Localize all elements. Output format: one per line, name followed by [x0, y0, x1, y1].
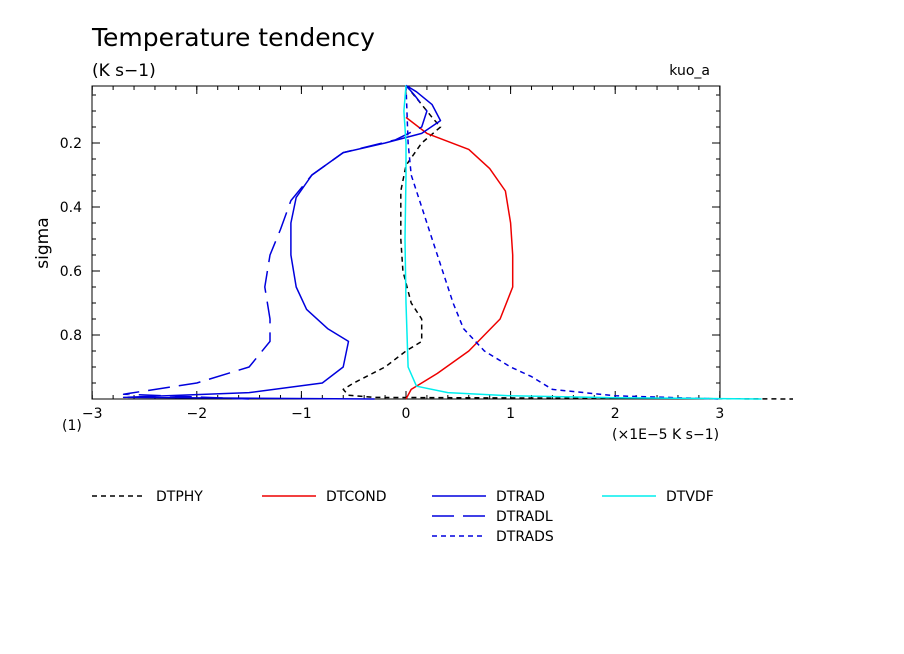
y-tick-label: 0.6: [60, 264, 82, 280]
legend-label-dtradl: DTRADL: [496, 509, 553, 525]
x-tick-label: −3: [82, 406, 103, 422]
case-label: kuo_a: [669, 63, 710, 79]
legend-label-dtphy: DTPHY: [156, 489, 203, 505]
y-axis-label: sigma: [33, 217, 53, 268]
y-tick-label: 0.2: [60, 136, 82, 152]
series-line-dtradl: [122, 84, 428, 400]
x-tick-label: 1: [506, 406, 515, 422]
x-tick-label: 0: [402, 406, 411, 422]
y-tick-label: 0.4: [60, 200, 82, 216]
x-tick-label: 2: [611, 406, 620, 422]
x-multiplier-label: (×1E−5 K s−1): [612, 427, 719, 443]
legend-label-dtcond: DTCOND: [326, 489, 387, 505]
series-line-dtphy: [342, 84, 794, 400]
series-line-dtcond: [405, 116, 514, 400]
axis-ticks: −3 −2 −1 0 1 2 3 0.2 0.4 0.6 0.8: [60, 86, 724, 422]
series-line-dtrads: [405, 85, 720, 400]
series-lines: [122, 84, 794, 400]
series-line-dtvdf: [403, 85, 762, 400]
x-tick-label: 3: [715, 406, 724, 422]
legend: DTPHY DTCOND DTRAD DTVDF DTRADL DTRADS: [92, 489, 714, 545]
legend-label-dtrads: DTRADS: [496, 529, 554, 545]
legend-label-dtvdf: DTVDF: [666, 489, 714, 505]
series-line-dtrad: [122, 84, 442, 400]
legend-label-dtrad: DTRAD: [496, 489, 545, 505]
y-tick-label: 0.8: [60, 328, 82, 344]
units-label: (K s−1): [92, 61, 156, 81]
x-tick-label: −1: [291, 406, 312, 422]
chart-title: Temperature tendency: [91, 23, 375, 52]
x-tick-label: −2: [186, 406, 207, 422]
panel-label: (1): [62, 418, 82, 434]
